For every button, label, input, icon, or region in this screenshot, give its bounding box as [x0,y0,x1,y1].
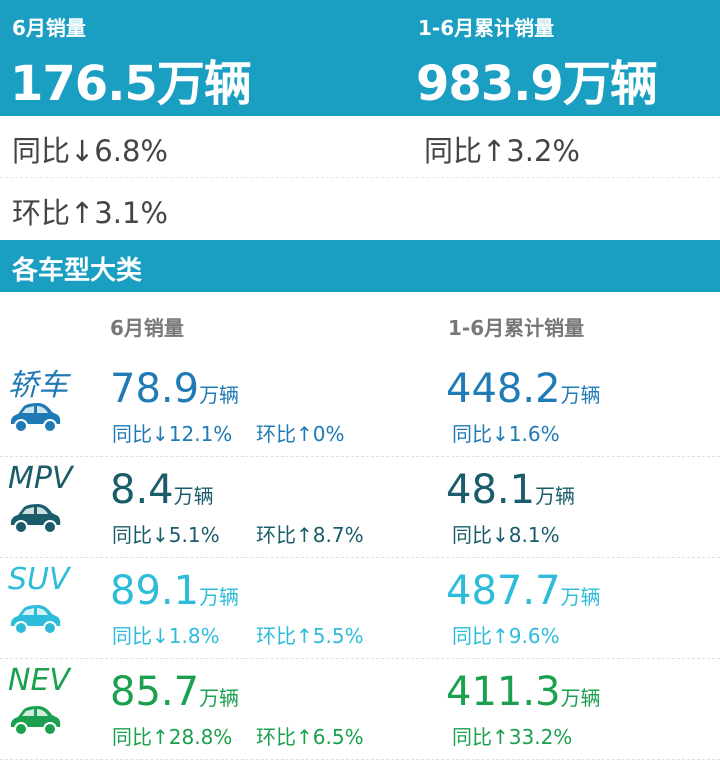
col-month: 6月销量 [110,316,184,340]
month-mom: 环比↑0% [256,422,345,446]
ytd-yoy: 同比↓1.6% [452,422,560,446]
category-row: 轿车 78.9万辆 同比↓12.1% 环比↑0% 448.2万辆 同比↓1.6% [0,356,720,457]
category-row: SUV 89.1万辆 同比↓1.8% 环比↑5.5% 487.7万辆 同比↑9.… [0,558,720,659]
month-label: 6月销量 [12,16,86,40]
ytd-yoy: 同比↓8.1% [452,523,560,547]
ytd-sales: 487.7万辆 [446,568,601,614]
month-mom: 环比↑8.7% [256,523,364,547]
col-ytd: 1-6月累计销量 [448,316,585,340]
summary-row-1: 同比↓6.8% 同比↑3.2% [0,116,720,178]
section-header: 各车型大类 [0,240,720,292]
ytd-label: 1-6月累计销量 [418,16,555,40]
ytd-sales: 48.1万辆 [446,467,576,513]
month-yoy: 同比↓12.1% [112,422,233,446]
section-title: 各车型大类 [12,256,143,286]
month-mom: 环比↑5.5% [256,624,364,648]
category-row: NEV 85.7万辆 同比↑28.8% 环比↑6.5% 411.3万辆 同比↑3… [0,659,720,760]
nev-icon [10,706,61,736]
month-yoy: 同比↓5.1% [112,523,220,547]
ytd-sales: 448.2万辆 [446,366,601,412]
month-sales: 78.9万辆 [110,366,240,412]
month-yoy: 同比↑28.8% [112,725,233,749]
month-mom: 环比↑6.5% [256,725,364,749]
month-yoy: 同比↓6.8% [12,134,168,168]
month-sales: 85.7万辆 [110,669,240,715]
category-row: MPV 8.4万辆 同比↓5.1% 环比↑8.7% 48.1万辆 同比↓8.1% [0,457,720,558]
mpv-icon [10,504,61,534]
ytd-sales: 411.3万辆 [446,669,601,715]
ytd-yoy: 同比↑9.6% [452,624,560,648]
ytd-yoy: 同比↑33.2% [452,725,573,749]
category-name: SUV [8,562,70,597]
month-sales: 8.4万辆 [110,467,214,513]
category-name: MPV [8,461,73,496]
month-value: 176.5万辆 [10,56,252,112]
month-mom: 环比↑3.1% [12,196,168,230]
month-yoy: 同比↓1.8% [112,624,220,648]
ytd-value: 983.9万辆 [416,56,658,112]
sedan-icon [10,403,61,433]
category-name: 轿车 [8,368,68,403]
ytd-yoy: 同比↑3.2% [424,134,580,168]
month-sales: 89.1万辆 [110,568,240,614]
category-name: NEV [8,663,70,698]
header-band: 6月销量 176.5万辆 1-6月累计销量 983.9万辆 [0,0,720,116]
suv-icon [10,605,61,635]
summary-row-2: 环比↑3.1% [0,178,720,240]
